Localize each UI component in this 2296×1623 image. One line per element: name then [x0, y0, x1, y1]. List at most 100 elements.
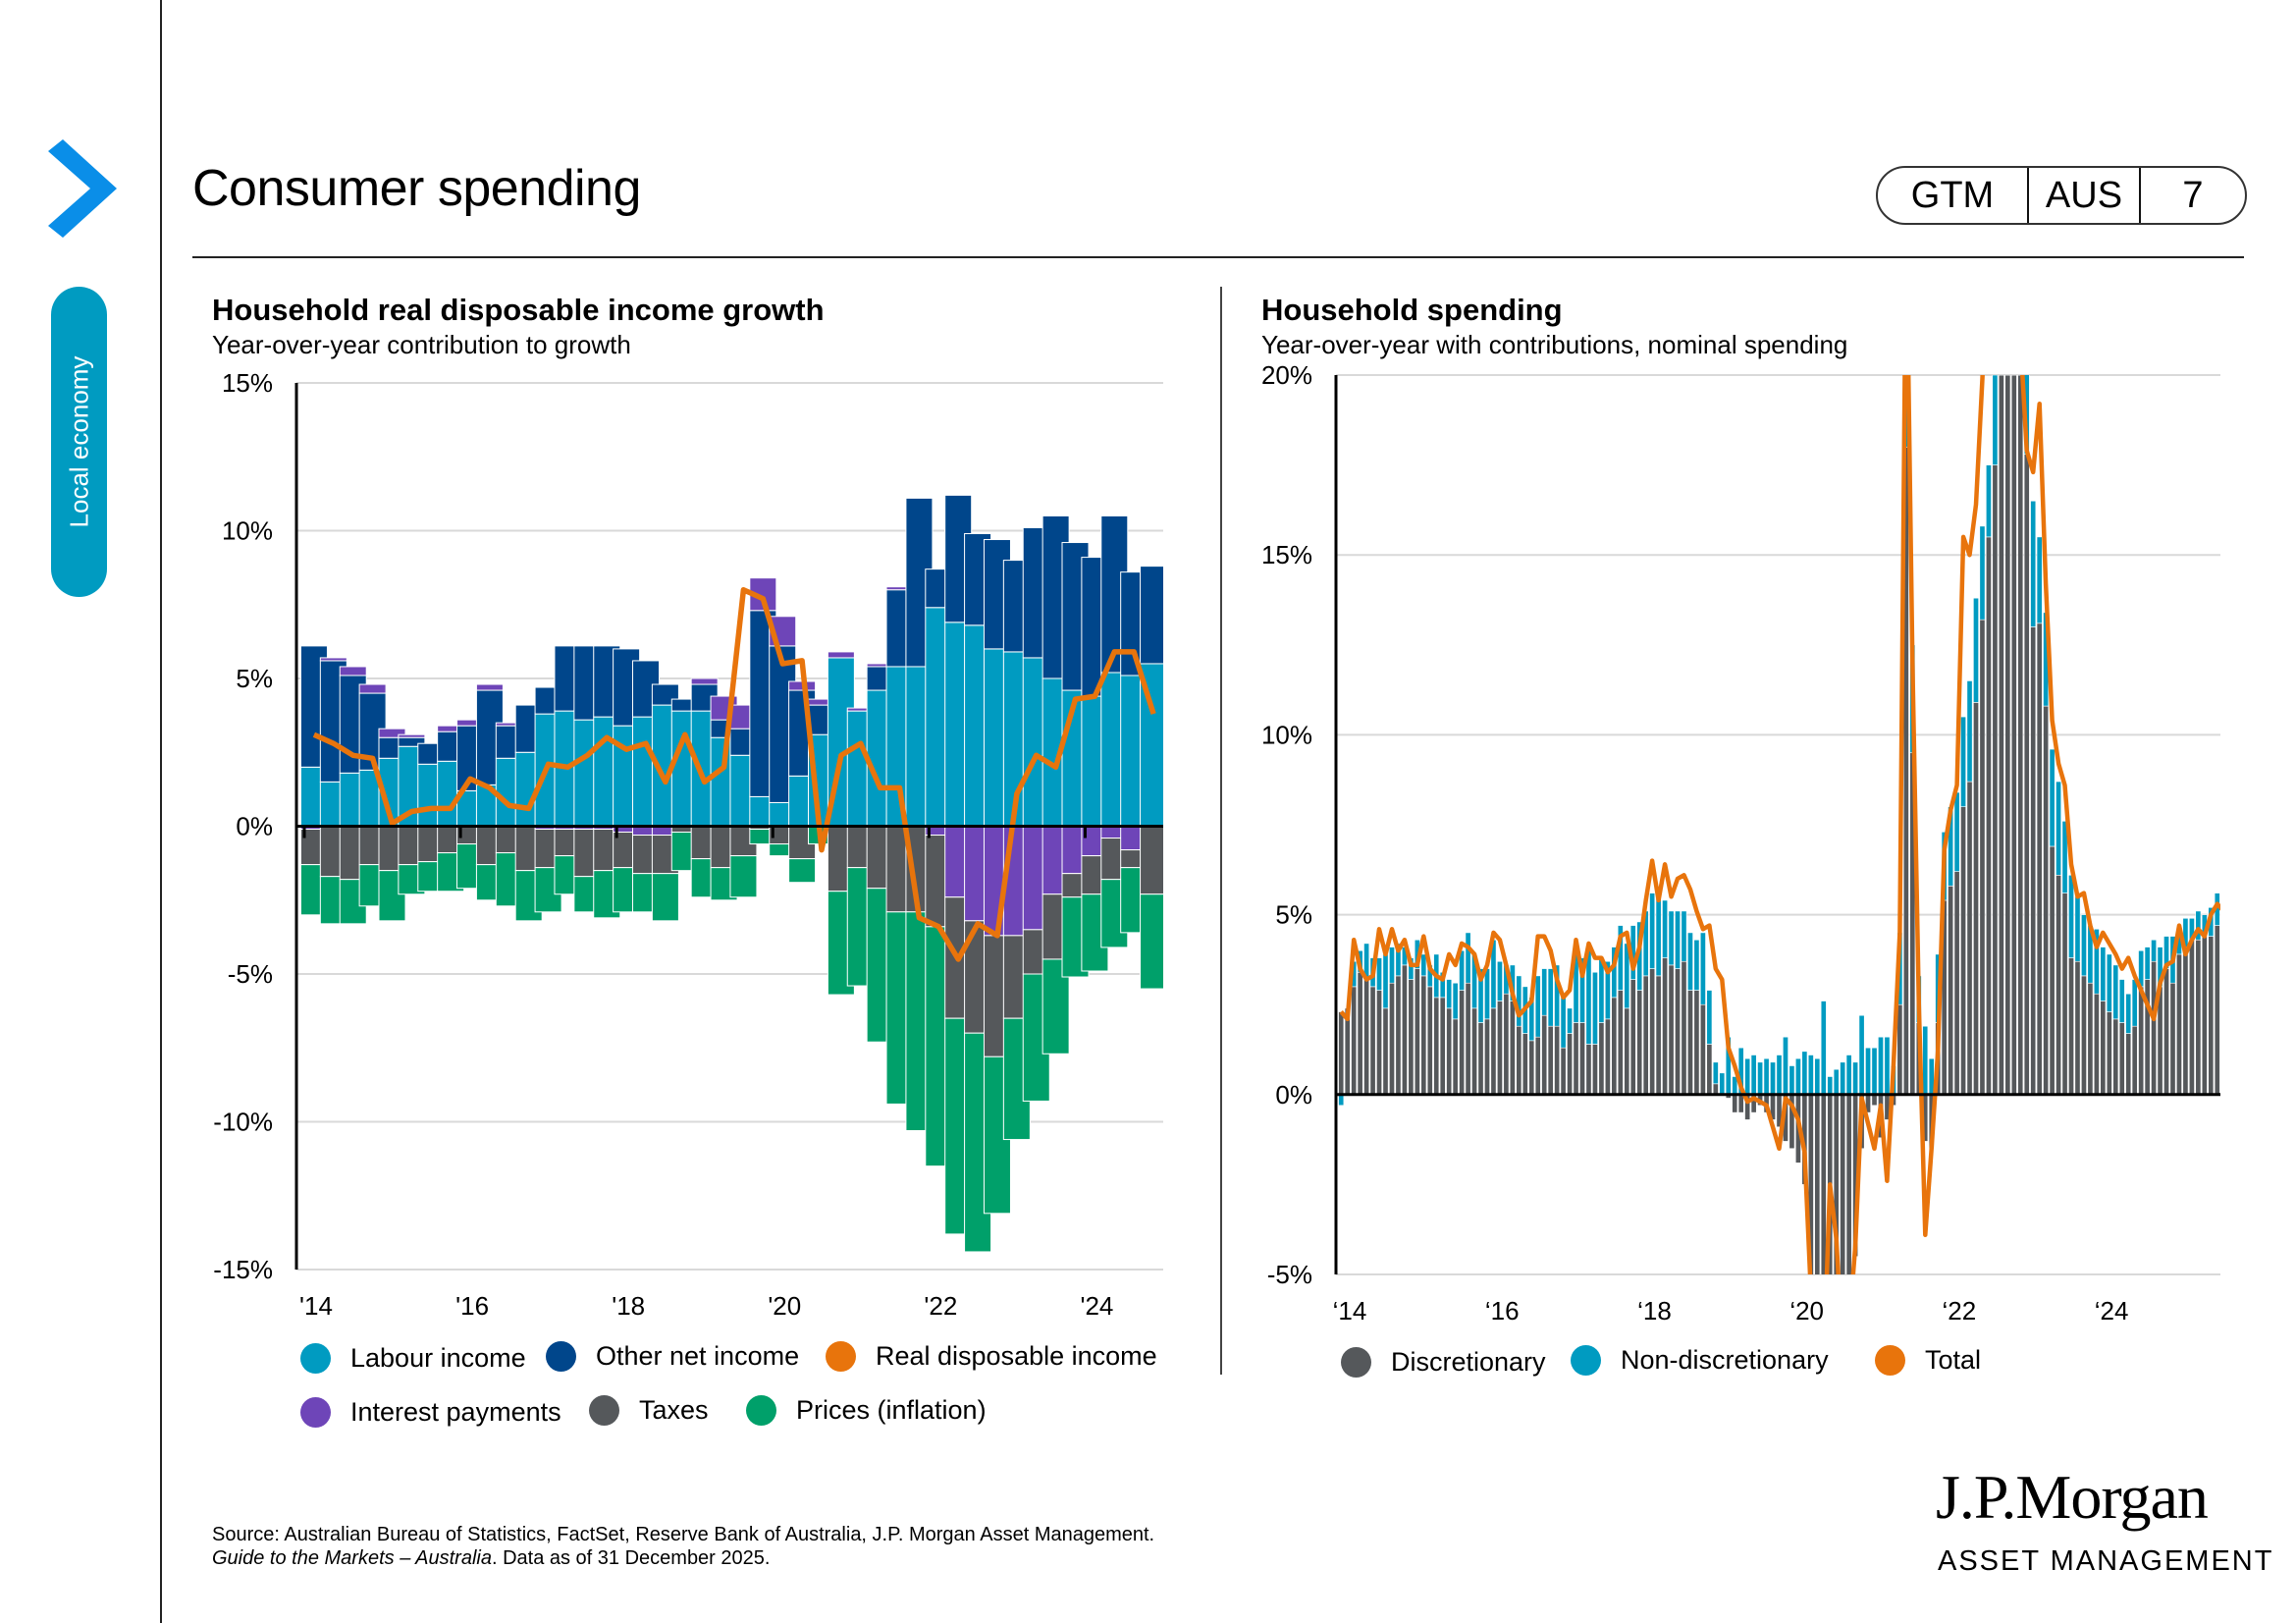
left-bar-interest-payments	[690, 677, 719, 685]
right-bar-non-discretionary	[1783, 1036, 1789, 1096]
right-bar-non-discretionary	[1389, 947, 1395, 984]
right-bar-non-discretionary	[2151, 939, 2158, 962]
right-bar-discretionary	[1706, 1044, 1713, 1096]
left-xtick-label: '16	[455, 1291, 489, 1321]
left-bar-taxes	[1140, 826, 1163, 895]
right-xtick-label: ‘16	[1485, 1296, 1520, 1325]
left-bar-interest-payments	[827, 651, 855, 659]
right-bar-discretionary	[2043, 705, 2050, 1096]
right-bar-discretionary	[1649, 968, 1656, 1096]
source-line: Source: Australian Bureau of Statistics,…	[212, 1524, 1155, 1545]
right-bar-non-discretionary	[1820, 1001, 1827, 1096]
right-bar-discretionary	[1408, 979, 1415, 1096]
right-bar-discretionary	[2182, 947, 2189, 1096]
right-bar-discretionary	[1840, 1094, 1846, 1274]
right-bar-discretionary	[1516, 1025, 1522, 1096]
right-bar-non-discretionary	[1979, 525, 1986, 621]
right-bar-non-discretionary	[1814, 1057, 1821, 1096]
right-bar-non-discretionary	[1376, 957, 1382, 991]
right-bar-discretionary	[1528, 1040, 1535, 1096]
right-chart-title: Household spending	[1261, 293, 1563, 327]
right-bar-non-discretionary	[1840, 1061, 1846, 1096]
right-bar-non-discretionary	[1592, 971, 1598, 1045]
legend-item-labour-income: Labour income	[300, 1343, 526, 1374]
right-bar-non-discretionary	[1776, 1055, 1783, 1096]
right-bar-discretionary	[2023, 454, 2030, 1096]
right-bar-discretionary	[1496, 1001, 1503, 1096]
right-bar-discretionary	[1338, 1011, 1345, 1096]
right-bar-discretionary	[2081, 975, 2087, 1096]
right-bar-non-discretionary	[1604, 960, 1611, 1020]
right-bar-non-discretionary	[2036, 536, 2043, 624]
right-bar-non-discretionary	[1567, 1007, 1574, 1034]
right-bar-discretionary	[1629, 979, 1636, 1096]
right-bar-discretionary	[2188, 939, 2195, 1096]
right-bar-discretionary	[1592, 1044, 1598, 1096]
legend-swatch	[1571, 1345, 1601, 1376]
section-tab-local-economy[interactable]: Local economy	[51, 287, 107, 597]
legend-label: Real disposable income	[876, 1341, 1157, 1371]
right-bar-non-discretionary	[1858, 1014, 1865, 1096]
right-bar-discretionary	[1503, 993, 1510, 1096]
right-bar-non-discretionary	[1338, 1094, 1345, 1107]
right-bar-non-discretionary	[1794, 1057, 1801, 1096]
right-bar-discretionary	[1439, 997, 1446, 1096]
right-bar-discretionary	[2112, 1018, 2119, 1096]
right-bar-non-discretionary	[1744, 1057, 1751, 1096]
legend-item-interest-payments: Interest payments	[300, 1397, 561, 1428]
left-ytick-label: -15%	[213, 1255, 273, 1284]
left-bar-interest-payments	[339, 666, 367, 676]
right-bar-non-discretionary	[1579, 957, 1585, 1023]
right-bar-non-discretionary	[2004, 375, 2011, 376]
right-bar-discretionary	[2169, 982, 2176, 1096]
right-bar-discretionary	[1401, 964, 1408, 1096]
right-bar-discretionary	[2201, 936, 2208, 1096]
right-bar-non-discretionary	[2056, 781, 2062, 876]
right-bar-discretionary	[1465, 982, 1471, 1096]
right-bar-non-discretionary	[2010, 375, 2017, 376]
right-plot-area	[1338, 375, 2220, 1274]
legend-item-taxes: Taxes	[589, 1395, 709, 1426]
right-bar-discretionary	[2208, 936, 2215, 1096]
right-bar-discretionary	[1426, 986, 1433, 1096]
right-bar-non-discretionary	[1699, 932, 1706, 1005]
right-bar-discretionary	[1662, 957, 1669, 1096]
right-bar-non-discretionary	[2106, 953, 2112, 1012]
right-bar-non-discretionary	[1541, 968, 1548, 1016]
right-bar-non-discretionary	[2118, 979, 2125, 1023]
left-line-real-disposable-income	[312, 586, 1156, 962]
right-bar-non-discretionary	[1871, 1047, 1878, 1096]
right-bar-non-discretionary	[1719, 1072, 1726, 1096]
sidebar-divider	[160, 0, 162, 1623]
right-bar-non-discretionary	[2049, 748, 2056, 847]
right-bar-discretionary	[1604, 1018, 1611, 1096]
right-bar-non-discretionary	[1827, 1076, 1834, 1096]
right-bar-non-discretionary	[1484, 968, 1490, 1020]
left-bar-prices-inflation-	[651, 873, 679, 922]
left-ytick-label: -5%	[228, 959, 273, 989]
left-xtick-label: '14	[299, 1291, 333, 1321]
legend-label: Other net income	[596, 1341, 800, 1371]
chevron-right-icon[interactable]	[43, 139, 117, 238]
right-bar-discretionary	[1477, 1022, 1484, 1096]
right-bar-non-discretionary	[1763, 1057, 1770, 1096]
right-line-total	[1339, 375, 2220, 1274]
right-bar-non-discretionary	[1865, 1047, 1871, 1096]
right-bar-non-discretionary	[1770, 1061, 1776, 1096]
right-bar-non-discretionary	[1706, 990, 1713, 1045]
right-bar-non-discretionary	[1966, 680, 1973, 783]
left-plot-area	[299, 494, 1163, 1253]
right-bar-discretionary	[1573, 1022, 1579, 1096]
right-bar-non-discretionary	[1884, 1036, 1891, 1096]
left-ytick-label: -10%	[213, 1108, 273, 1137]
right-bar-discretionary	[1636, 990, 1643, 1096]
right-ytick-label: 20%	[1261, 360, 1312, 390]
right-bar-non-discretionary	[1681, 910, 1687, 962]
right-bar-non-discretionary	[2017, 375, 2024, 376]
right-bar-non-discretionary	[1446, 979, 1453, 1009]
right-bar-non-discretionary	[1789, 1065, 1795, 1096]
right-bar-discretionary	[2106, 1011, 2112, 1096]
right-bar-discretionary	[2061, 893, 2068, 1096]
right-bar-discretionary	[1699, 1003, 1706, 1096]
left-bar-prices-inflation-	[729, 855, 758, 898]
